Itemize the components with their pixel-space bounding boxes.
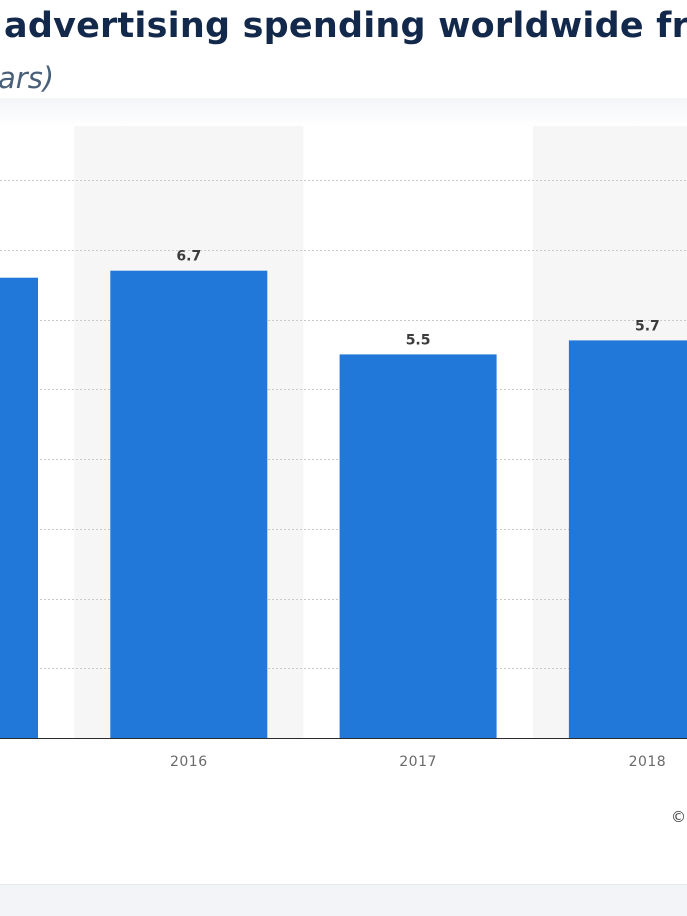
bottom-band xyxy=(0,884,687,916)
bar-2016[interactable] xyxy=(110,270,268,738)
copyright-notice: © xyxy=(671,808,686,826)
page-title: advertising spending worldwide fro xyxy=(4,6,687,46)
x-tick-label-2017: 2017 xyxy=(399,754,437,770)
x-tick-labels: 2016 2017 2018 xyxy=(170,754,666,770)
x-tick-label-2018: 2018 xyxy=(629,754,667,770)
value-label-2017: 5.5 xyxy=(406,332,431,348)
page-subtitle: ars) xyxy=(0,61,55,95)
data-labels: 6.7 5.5 5.7 xyxy=(176,249,659,349)
value-label-2018: 5.7 xyxy=(635,318,660,334)
x-tick-label-2016: 2016 xyxy=(170,754,208,770)
bars xyxy=(0,270,687,738)
bar-2015[interactable] xyxy=(0,277,38,738)
value-label-2016: 6.7 xyxy=(176,249,201,265)
bar-2017[interactable] xyxy=(339,354,497,738)
bar-2018[interactable] xyxy=(568,340,687,738)
